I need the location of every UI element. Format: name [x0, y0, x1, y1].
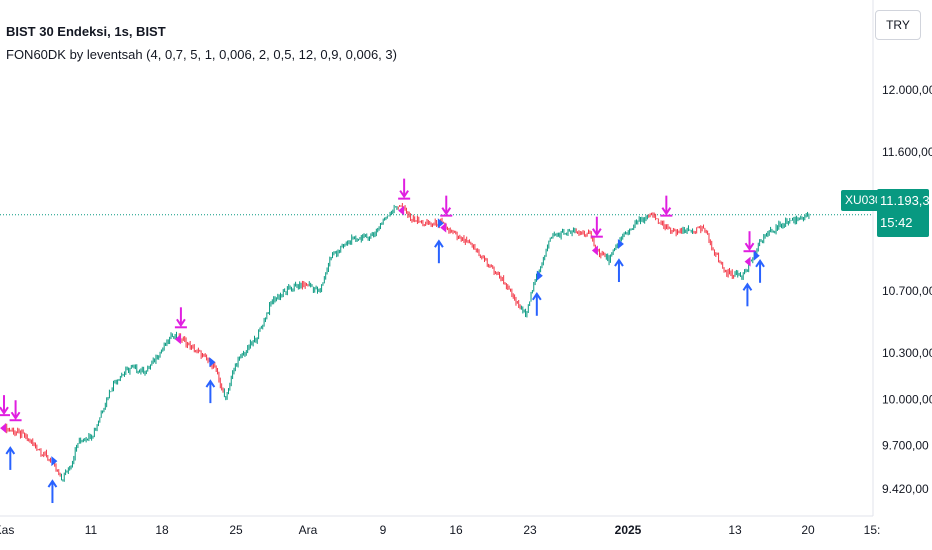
buy-signal-arrow	[434, 239, 444, 264]
buy-signal-head	[205, 379, 216, 388]
buy-pivot-marker	[753, 250, 760, 261]
x-tick-label: Ara	[299, 523, 318, 537]
signal-markers	[0, 178, 765, 504]
buy-pivot-marker	[437, 218, 444, 229]
sell-pivot-marker	[440, 222, 447, 233]
buy-signal-arrow	[755, 258, 765, 283]
sell-signal-head	[399, 190, 409, 199]
buy-pivot-marker	[209, 357, 216, 368]
sell-signal-head	[441, 207, 452, 216]
sell-signal-arrow	[0, 395, 10, 417]
sell-pivot-marker	[591, 245, 598, 256]
currency-button[interactable]: TRY	[875, 10, 921, 40]
sell-signal-arrow	[174, 307, 187, 329]
sell-pivot-marker	[0, 423, 7, 434]
x-tick-label: 16	[449, 523, 463, 537]
sell-signal-arrow	[743, 231, 756, 253]
sell-pivot-marker	[744, 256, 751, 267]
y-tick-label: 9.700,00	[882, 439, 929, 453]
sell-signal-head	[10, 411, 21, 421]
y-tick-label: 10.300,00	[882, 346, 932, 360]
buy-pivot-marker	[617, 239, 624, 250]
symbol-title[interactable]: BIST 30 Endeksi, 1s, BIST	[6, 24, 166, 39]
buy-pivot-marker	[536, 270, 543, 281]
buy-signal-head	[531, 291, 542, 301]
sell-signal-head	[176, 318, 186, 328]
buy-signal-arrow	[531, 291, 542, 316]
sell-signal-arrow	[398, 178, 411, 200]
last-price-value: 11.193,36	[880, 193, 932, 208]
sell-pivot-marker	[174, 334, 181, 345]
x-tick-label: 11	[85, 523, 98, 537]
indicator-legend[interactable]: FON60DK by leventsah (4, 0,7, 5, 1, 0,00…	[6, 47, 397, 62]
x-tick-label: Kas	[0, 523, 14, 537]
x-tick-label: 18	[155, 523, 169, 537]
price-axis[interactable]: 12.000,00 11.600,00 10.700,00 10.300,00 10.0…	[882, 83, 932, 496]
buy-signal-head	[742, 282, 753, 291]
buy-signal-head	[614, 258, 624, 267]
sell-signal-arrow	[9, 400, 22, 422]
bar-countdown: 15:42	[880, 215, 913, 230]
x-tick-label: 13	[728, 523, 742, 537]
time-axis[interactable]: Kas 11 18 25 Ara 9 16 23 2025 13 20 15:	[0, 523, 880, 537]
buy-pivot-marker	[51, 456, 58, 467]
y-tick-label: 9.420,00	[882, 482, 929, 496]
buy-signal-arrow	[742, 282, 753, 307]
x-tick-label: 25	[229, 523, 243, 537]
sell-signal-arrow	[660, 195, 673, 217]
buy-signal-head	[5, 446, 16, 455]
sell-signal-head	[592, 228, 602, 237]
buy-signal-arrow	[614, 258, 624, 283]
buy-signal-arrow	[47, 479, 58, 504]
x-tick-label: 23	[523, 523, 537, 537]
sell-signal-head	[661, 207, 672, 216]
last-price-tag: 11.193,36 15:42	[877, 189, 932, 237]
sell-signal-arrow	[590, 216, 603, 238]
buy-signal-head	[47, 479, 58, 488]
x-tick-label: 20	[801, 523, 815, 537]
y-tick-label: 10.700,00	[882, 284, 932, 298]
sell-signal-head	[0, 406, 9, 415]
y-tick-label: 10.000,00	[882, 392, 932, 406]
y-tick-label: 11.600,00	[882, 145, 932, 159]
y-tick-label: 12.000,00	[882, 83, 932, 97]
buy-signal-arrow	[205, 379, 216, 404]
x-tick-label: 9	[380, 523, 387, 537]
sell-pivot-marker	[398, 205, 405, 216]
buy-signal-arrow	[5, 446, 16, 470]
buy-signal-head	[755, 258, 765, 268]
sell-signal-arrow	[440, 195, 453, 217]
buy-signal-head	[434, 239, 444, 248]
x-tick-label: 15:	[864, 523, 881, 537]
sell-signal-head	[744, 242, 755, 252]
x-tick-label: 2025	[615, 523, 642, 537]
candle-series	[3, 203, 810, 482]
symbol-price-tag: XU030	[841, 190, 886, 211]
